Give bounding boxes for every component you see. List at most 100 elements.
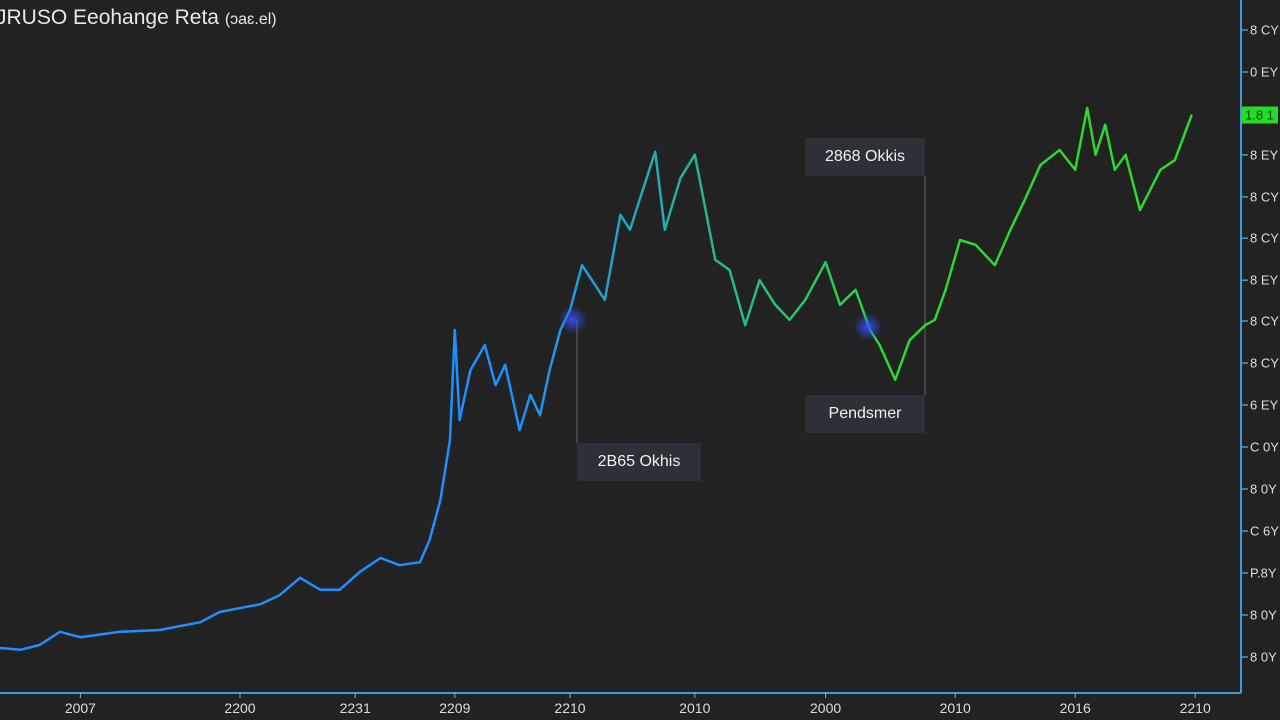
data-point	[878, 344, 881, 346]
data-point	[1190, 114, 1193, 117]
data-point	[0, 647, 1, 649]
data-point	[259, 603, 262, 606]
annotation-label: 2868 Okkis	[805, 138, 925, 176]
y-tick-label: 8 0Y	[1250, 607, 1277, 623]
data-point	[1113, 168, 1116, 171]
data-point	[774, 303, 777, 306]
data-point	[908, 339, 911, 342]
data-point	[1124, 153, 1127, 156]
annotation-marker	[854, 313, 882, 341]
x-tick-label: 2010	[939, 700, 971, 716]
data-point	[458, 419, 461, 421]
x-tick-label: 2000	[810, 700, 842, 716]
data-point	[704, 209, 707, 211]
data-point	[974, 243, 977, 246]
data-point	[654, 150, 657, 153]
data-point	[158, 629, 161, 631]
data-point	[1104, 123, 1107, 126]
x-tick-label: 2210	[554, 700, 586, 716]
data-point	[804, 299, 807, 301]
data-point	[944, 288, 947, 291]
data-point	[854, 288, 857, 291]
y-tick-label: P.8Y	[1250, 565, 1277, 581]
x-tick-label: 2007	[64, 700, 96, 716]
x-tick-label: 2200	[224, 700, 256, 716]
x-tick-label: 2016	[1059, 700, 1091, 716]
data-point	[758, 279, 761, 282]
x-tick-label: 2209	[439, 700, 471, 716]
data-point	[439, 498, 442, 501]
y-tick-label: 8 EY	[1250, 147, 1279, 163]
x-tick-label: 2010	[679, 700, 711, 716]
data-point	[1139, 209, 1141, 211]
data-point	[924, 324, 927, 327]
data-point	[581, 264, 583, 267]
data-point	[299, 576, 301, 579]
data-point	[278, 594, 281, 597]
data-point	[199, 621, 202, 624]
data-point	[1173, 159, 1176, 162]
data-point	[1023, 198, 1026, 201]
data-point	[469, 369, 472, 372]
data-point	[714, 258, 717, 261]
data-point	[993, 264, 996, 267]
y-tick-label: C 0Y	[1250, 439, 1279, 455]
data-point	[548, 369, 551, 372]
data-point	[359, 570, 361, 573]
annotation-marker	[558, 305, 587, 334]
data-point	[428, 539, 431, 541]
data-point	[603, 299, 606, 301]
data-point	[839, 303, 841, 306]
data-point	[788, 318, 791, 321]
data-point	[1074, 168, 1077, 171]
x-tick-label: 2231	[339, 700, 371, 716]
data-point	[663, 228, 666, 231]
data-point	[619, 213, 622, 216]
data-point	[338, 588, 341, 591]
data-point	[483, 344, 486, 346]
data-point	[38, 644, 41, 646]
y-tick-label: 8 CY	[1250, 313, 1279, 329]
data-point	[1086, 107, 1089, 109]
data-point	[119, 630, 121, 633]
y-tick-label: 8 0Y	[1250, 481, 1277, 497]
data-point	[398, 564, 401, 567]
data-point	[529, 393, 532, 396]
y-tick-label: 8 CY	[1250, 230, 1279, 246]
data-point	[218, 611, 221, 613]
data-point	[594, 284, 597, 286]
data-point	[1039, 164, 1042, 166]
data-point	[379, 557, 382, 559]
y-tick-label: 8 CY	[1250, 355, 1279, 371]
data-point	[1159, 168, 1162, 171]
data-point	[1094, 153, 1097, 156]
data-point	[449, 438, 451, 441]
data-point	[419, 561, 421, 564]
data-point	[539, 414, 541, 417]
y-tick-label: 8 CY	[1250, 22, 1279, 38]
y-tick-label: C 6Y	[1250, 523, 1279, 539]
data-point	[453, 329, 456, 331]
series-line	[0, 106, 1193, 652]
current-value-label: 1.8 1	[1241, 106, 1278, 124]
data-point	[728, 269, 731, 271]
data-point	[1058, 149, 1061, 151]
data-point	[629, 228, 631, 231]
annotation-label: Pendsmer	[805, 395, 925, 433]
data-point	[638, 198, 641, 201]
x-tick-label: 2210	[1179, 700, 1211, 716]
data-point	[59, 630, 61, 633]
data-point	[79, 636, 82, 639]
data-point	[894, 378, 897, 381]
y-tick-label: 8 EY	[1250, 272, 1279, 288]
data-point	[933, 318, 936, 321]
y-tick-label: 6 EY	[1250, 397, 1279, 413]
annotation-label: 2B65 Okhis	[577, 443, 701, 481]
data-point	[679, 177, 682, 180]
data-point	[504, 363, 507, 366]
data-point	[319, 588, 322, 591]
data-point	[744, 324, 747, 327]
data-point	[494, 384, 497, 387]
y-tick-label: 8 0Y	[1250, 649, 1277, 665]
